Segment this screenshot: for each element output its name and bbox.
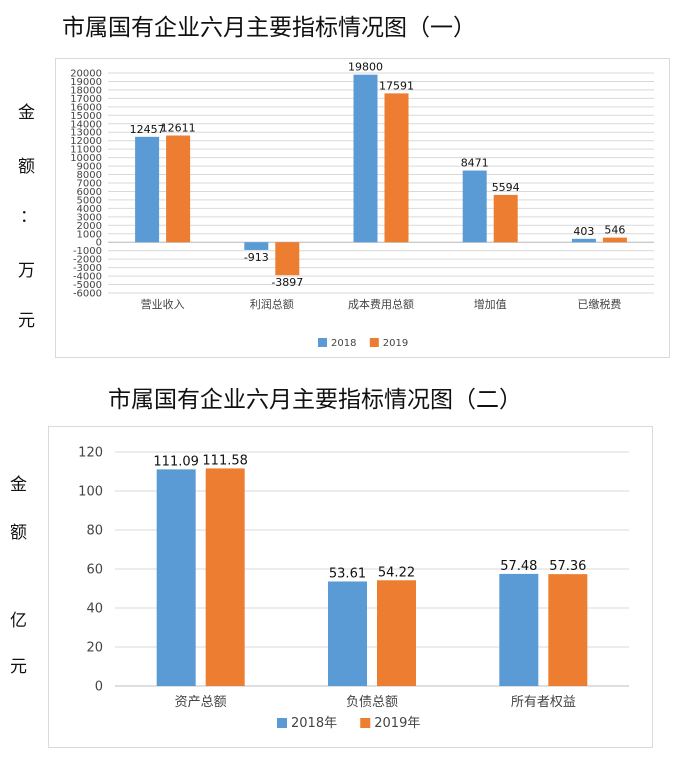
chart2-ylabel-char: 额 (10, 523, 27, 543)
y-tick-label: 0 (96, 238, 102, 249)
y-tick-label: -1000 (73, 246, 102, 257)
legend-swatch (277, 718, 287, 728)
data-label: -3897 (271, 276, 303, 289)
bar (377, 580, 416, 686)
y-tick-label: 8000 (77, 170, 102, 181)
bar (166, 135, 191, 243)
data-label: 403 (573, 225, 594, 238)
y-tick-label: 14000 (70, 119, 102, 130)
bar (244, 242, 269, 250)
y-tick-label: 0 (95, 680, 103, 695)
data-label: 54.22 (378, 565, 415, 580)
legend-swatch (360, 718, 371, 728)
category-label: 所有者权益 (511, 694, 576, 710)
chart1-area: -6000 -5000 -4000 -3000 -2000 -1000 0 1000 2000 3… (55, 58, 670, 358)
chart2-title: 市属国有企业六月主要指标情况图（二） (108, 387, 522, 413)
y-tick-label: 1000 (77, 229, 102, 240)
y-tick-label: 9000 (77, 162, 102, 173)
y-tick-label: 60 (86, 563, 103, 578)
legend-swatch (318, 338, 327, 347)
bar (602, 237, 627, 243)
category-label: 资产总额 (175, 695, 227, 710)
y-tick-label: 120 (78, 446, 103, 461)
bar (499, 573, 539, 686)
chart1-title: 市属国有企业六月主要指标情况图（一） (62, 15, 476, 41)
data-label: 17591 (379, 79, 414, 92)
y-tick-label: 19000 (70, 77, 102, 88)
data-label: 57.36 (549, 559, 586, 574)
chart1-ylabel-char: 金 (18, 103, 35, 123)
bar (205, 468, 245, 686)
category-label: 成本费用总额 (348, 297, 414, 311)
chart2-ylabel-char: 金 (10, 475, 27, 495)
legend-label: 2019 (383, 338, 408, 349)
bar (156, 469, 196, 686)
data-label: 111.58 (202, 453, 248, 468)
chart2-ylabel-char: 亿 (10, 611, 27, 631)
category-label: 负债总额 (346, 695, 398, 710)
chart2-area: 0 20 40 60 80 100 120 111.09 111.58 资产总额 53.61 54.2… (48, 426, 653, 748)
y-tick-label: 40 (86, 602, 103, 617)
y-tick-label: 80 (86, 524, 103, 539)
category-label: 增加值 (474, 297, 507, 311)
bar (328, 581, 367, 686)
bar (353, 74, 378, 243)
y-tick-label: -4000 (73, 272, 102, 283)
chart1-svg: -6000-5000-4000-3000-2000-10000100020003… (70, 61, 654, 349)
y-tick-label: 20000 (70, 69, 102, 80)
y-tick-label: 5000 (77, 195, 102, 206)
chart2-ylabel-char: 元 (10, 657, 27, 677)
category-label: 已缴税费 (577, 297, 621, 311)
data-label: 19800 (348, 61, 383, 74)
chart2-svg: 0 20 40 60 80 100 120 111.09 111.58 资产总额 53.61 54.2… (78, 446, 629, 731)
bar (493, 194, 518, 243)
bar (462, 170, 487, 243)
y-tick-label: 100 (78, 485, 103, 500)
y-tick-label: -5000 (73, 280, 102, 291)
y-tick-label: -2000 (73, 255, 102, 266)
data-label: -913 (244, 251, 269, 264)
legend-label: 2018年 (291, 716, 337, 731)
legend-label: 2019年 (374, 716, 420, 731)
bar (135, 136, 160, 243)
bar (275, 242, 300, 276)
chart1-ylabel-char: 元 (18, 311, 35, 331)
y-tick-label: 15000 (70, 111, 102, 122)
y-tick-label: 18000 (70, 85, 102, 96)
data-label: 12611 (161, 122, 196, 135)
legend-swatch (369, 338, 379, 347)
y-tick-label: 12000 (70, 136, 102, 147)
y-tick-label: 2000 (77, 221, 102, 232)
y-tick-label: 4000 (77, 204, 102, 215)
y-tick-label: 6000 (77, 187, 102, 198)
data-label: 111.09 (153, 454, 199, 469)
y-tick-label: 7000 (77, 179, 102, 190)
y-tick-label: 3000 (77, 212, 102, 223)
data-label: 53.61 (329, 566, 366, 581)
data-label: 57.48 (500, 559, 537, 574)
chart1-ylabel-char: ： (20, 207, 37, 227)
data-label: 8471 (461, 157, 489, 170)
bar (571, 238, 596, 243)
data-label: 546 (604, 224, 625, 237)
y-tick-label: -6000 (73, 289, 102, 300)
y-tick-label: 13000 (70, 128, 102, 139)
y-tick-label: 20 (86, 641, 103, 656)
y-tick-label: 11000 (70, 145, 102, 156)
y-tick-label: 17000 (70, 94, 102, 105)
chart1-ylabel-char: 万 (18, 261, 35, 281)
bar (548, 574, 588, 686)
data-label: 12457 (130, 123, 165, 136)
category-label: 营业收入 (141, 297, 185, 311)
bar (384, 93, 409, 243)
category-label: 利润总额 (250, 297, 294, 311)
y-tick-label: 10000 (70, 153, 102, 164)
y-tick-label: -3000 (73, 263, 102, 274)
data-label: 5594 (492, 181, 520, 194)
chart1-ylabel-char: 额 (18, 157, 35, 177)
y-tick-label: 16000 (70, 102, 102, 113)
legend-label: 2018 (331, 338, 356, 349)
